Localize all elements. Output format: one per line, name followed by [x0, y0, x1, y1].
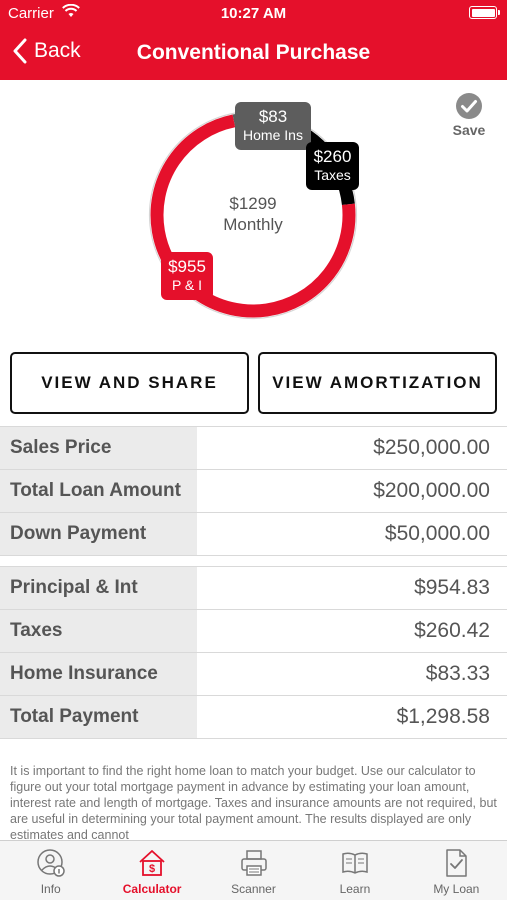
row-value: $200,000.00 [373, 479, 490, 502]
tab-calculator[interactable]: $ Calculator [101, 841, 202, 900]
view-and-share-button[interactable]: VIEW AND SHARE [10, 352, 249, 414]
tab-scanner[interactable]: Scanner [203, 841, 304, 900]
pi-tag-label: P & I [171, 277, 203, 293]
payment-chart: $1299 Monthly $83 Home Ins $260 Taxes $9… [0, 80, 507, 345]
status-bar: Carrier 10:27 AM [0, 0, 507, 28]
chevron-left-icon [13, 38, 27, 64]
taxes-tag-value: $260 [313, 147, 352, 166]
donut-center-label: Monthly [223, 215, 283, 234]
printer-icon [240, 850, 267, 876]
donut-center-amount: $1299 [229, 194, 277, 213]
row-value: $50,000.00 [384, 522, 490, 545]
disclaimer-text: It is important to find the right home l… [10, 764, 497, 840]
wifi-icon [62, 4, 80, 17]
home-ins-tag-value: $83 [258, 107, 288, 126]
table-row: Total Payment $1,298.58 [0, 696, 507, 739]
tab-my-loan[interactable]: My Loan [406, 841, 507, 900]
save-label: Save [452, 122, 486, 138]
tab-label: Learn [339, 882, 371, 896]
table-row: Taxes $260.42 [0, 610, 507, 653]
row-label: Down Payment [0, 513, 197, 555]
tab-label: Calculator [122, 882, 182, 896]
home-ins-tag: $83 Home Ins [235, 102, 311, 150]
table-row: Total Loan Amount $200,000.00 [0, 470, 507, 513]
check-circle-icon [456, 93, 482, 119]
table-row: Sales Price $250,000.00 [0, 427, 507, 470]
back-label: Back [34, 39, 81, 62]
taxes-tag: $260 Taxes [306, 142, 359, 190]
row-value: $250,000.00 [373, 436, 490, 459]
table-row: Home Insurance $83.33 [0, 653, 507, 696]
tab-label: My Loan [433, 882, 480, 896]
pi-tag: $955 P & I [161, 252, 213, 300]
row-value: $83.33 [425, 662, 490, 685]
back-button[interactable]: Back [12, 38, 81, 64]
row-value: $954.83 [414, 576, 490, 599]
row-label: Total Loan Amount [0, 470, 197, 512]
tab-info[interactable]: Info [0, 841, 101, 900]
row-label: Sales Price [0, 427, 197, 469]
row-label: Taxes [0, 610, 197, 652]
loan-summary-table: Sales Price $250,000.00 Total Loan Amoun… [0, 426, 507, 556]
book-icon [342, 852, 368, 874]
calculator-house-icon: $ [139, 850, 165, 876]
row-value: $260.42 [414, 619, 490, 642]
nav-bar: Back Conventional Purchase [0, 28, 507, 80]
tab-label: Info [40, 882, 61, 896]
taxes-tag-label: Taxes [314, 167, 351, 183]
document-check-icon [446, 849, 468, 877]
table-row: Down Payment $50,000.00 [0, 513, 507, 556]
page-title: Conventional Purchase [136, 41, 371, 64]
tab-bar: Info $ Calculator Scanner Learn [0, 840, 507, 900]
table-row: Principal & Int $954.83 [0, 567, 507, 610]
tab-learn[interactable]: Learn [304, 841, 405, 900]
pi-tag-value: $955 [168, 257, 206, 276]
battery-icon [469, 6, 500, 19]
status-time: 10:27 AM [220, 5, 287, 22]
row-label: Principal & Int [0, 567, 197, 609]
row-label: Total Payment [0, 696, 197, 738]
carrier-label: Carrier [8, 5, 54, 22]
tab-label: Scanner [231, 882, 276, 896]
view-amortization-button[interactable]: VIEW AMORTIZATION [258, 352, 497, 414]
svg-text:$: $ [149, 863, 155, 875]
row-label: Home Insurance [0, 653, 197, 695]
home-ins-tag-label: Home Ins [243, 127, 303, 143]
info-person-icon [36, 849, 65, 877]
payment-breakdown-table: Principal & Int $954.83 Taxes $260.42 Ho… [0, 566, 507, 739]
row-value: $1,298.58 [396, 705, 490, 728]
save-button[interactable]: Save [446, 92, 492, 138]
